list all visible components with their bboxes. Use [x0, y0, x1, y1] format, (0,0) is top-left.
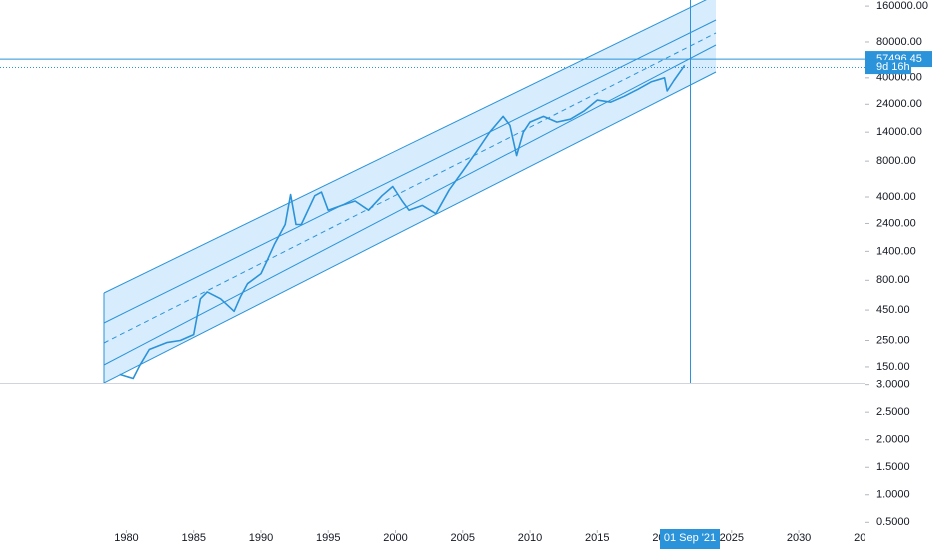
x-tick-label: 2015 [585, 532, 609, 544]
x-tick-label: 1990 [249, 532, 273, 544]
y-tick-label: 8000.00 [876, 155, 916, 167]
y-tick-label: 1400.00 [876, 245, 916, 257]
x-tick-label: 2005 [451, 532, 475, 544]
x-tick-label: 2000 [383, 532, 407, 544]
x-axis: 1980198519901995200020052010201520202025… [114, 530, 878, 544]
channel-lower [103, 44, 717, 366]
date-label: 01 Sep '21 [664, 532, 716, 544]
y-tick-label: 250.00 [876, 334, 910, 346]
y-tick-label: 3.0000 [876, 379, 910, 391]
x-tick-label: 1995 [316, 532, 340, 544]
x-tick-label: 2035 [854, 532, 878, 544]
x-tick-label: 2025 [720, 532, 744, 544]
countdown-label: 9d 16h [876, 61, 910, 73]
y-tick-label: 450.00 [876, 304, 910, 316]
date-label-bg [660, 529, 720, 549]
price-line-series [119, 64, 686, 380]
y-tick-label: 2400.00 [876, 217, 916, 229]
y-tick-label: 14000.00 [876, 126, 922, 138]
y-tick-label: 1.5000 [876, 461, 910, 473]
y-tick-label: 2.0000 [876, 434, 910, 446]
y-tick-label: 800.00 [876, 274, 910, 286]
y-tick-label: 160000.00 [876, 0, 928, 12]
y-tick-label: 0.5000 [876, 516, 910, 528]
y-tick-label: 4000.00 [876, 191, 916, 203]
price-axis [865, 0, 932, 550]
regression-channel [103, 0, 717, 383]
y-tick-label: 150.00 [876, 361, 910, 373]
channel-bottom [103, 71, 717, 383]
y-tick-label: 80000.00 [876, 36, 922, 48]
y-tick-label: 2.5000 [876, 406, 910, 418]
channel-upper [103, 19, 717, 324]
channel-top [103, 0, 707, 294]
x-tick-label: 2010 [518, 532, 542, 544]
price-label: 57496.45 [876, 53, 922, 65]
y-tick-label: 24000.00 [876, 98, 922, 110]
x-tick-label: 1980 [114, 532, 138, 544]
channel-mid [103, 32, 717, 344]
countdown-bg [865, 60, 911, 75]
x-tick-label: 1985 [181, 532, 205, 544]
x-tick-label: 2030 [787, 532, 811, 544]
y-tick-label: 40000.00 [876, 72, 922, 84]
y-tick-label: 1.0000 [876, 489, 910, 501]
